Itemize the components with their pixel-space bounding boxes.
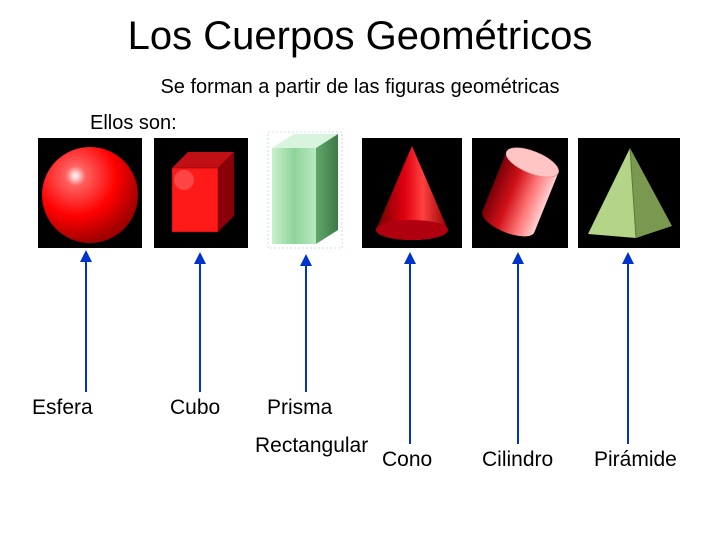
page-title: Los Cuerpos Geométricos xyxy=(0,14,720,59)
cylinder-label: Cilindro xyxy=(482,448,553,472)
cone-box xyxy=(362,138,462,248)
cube-icon xyxy=(154,138,248,248)
pyramid-label: Pirámide xyxy=(594,448,677,472)
cone-arrow xyxy=(402,252,418,444)
cube-arrow xyxy=(192,252,208,392)
cylinder-box xyxy=(472,138,568,248)
cube-label: Cubo xyxy=(170,396,220,420)
sphere-box xyxy=(38,138,142,248)
pyramid-icon xyxy=(578,138,680,248)
cylinder-arrow xyxy=(510,252,526,444)
prism-arrow xyxy=(298,254,314,392)
prism-icon xyxy=(258,130,352,252)
cone-label: Cono xyxy=(382,448,432,472)
prism-label-2: Rectangular xyxy=(255,434,368,458)
ellos-text: Ellos son: xyxy=(90,112,177,135)
sphere-icon xyxy=(38,138,142,248)
cylinder-icon xyxy=(472,138,568,248)
pyramid-box xyxy=(578,138,680,248)
page-subtitle: Se forman a partir de las figuras geomét… xyxy=(0,76,720,99)
sphere-label: Esfera xyxy=(32,396,93,420)
pyramid-arrow xyxy=(620,252,636,444)
cube-box xyxy=(154,138,248,248)
sphere-arrow xyxy=(78,250,94,392)
prism-label-1: Prisma xyxy=(267,396,332,420)
prism-box xyxy=(258,130,352,252)
cone-icon xyxy=(362,138,462,248)
